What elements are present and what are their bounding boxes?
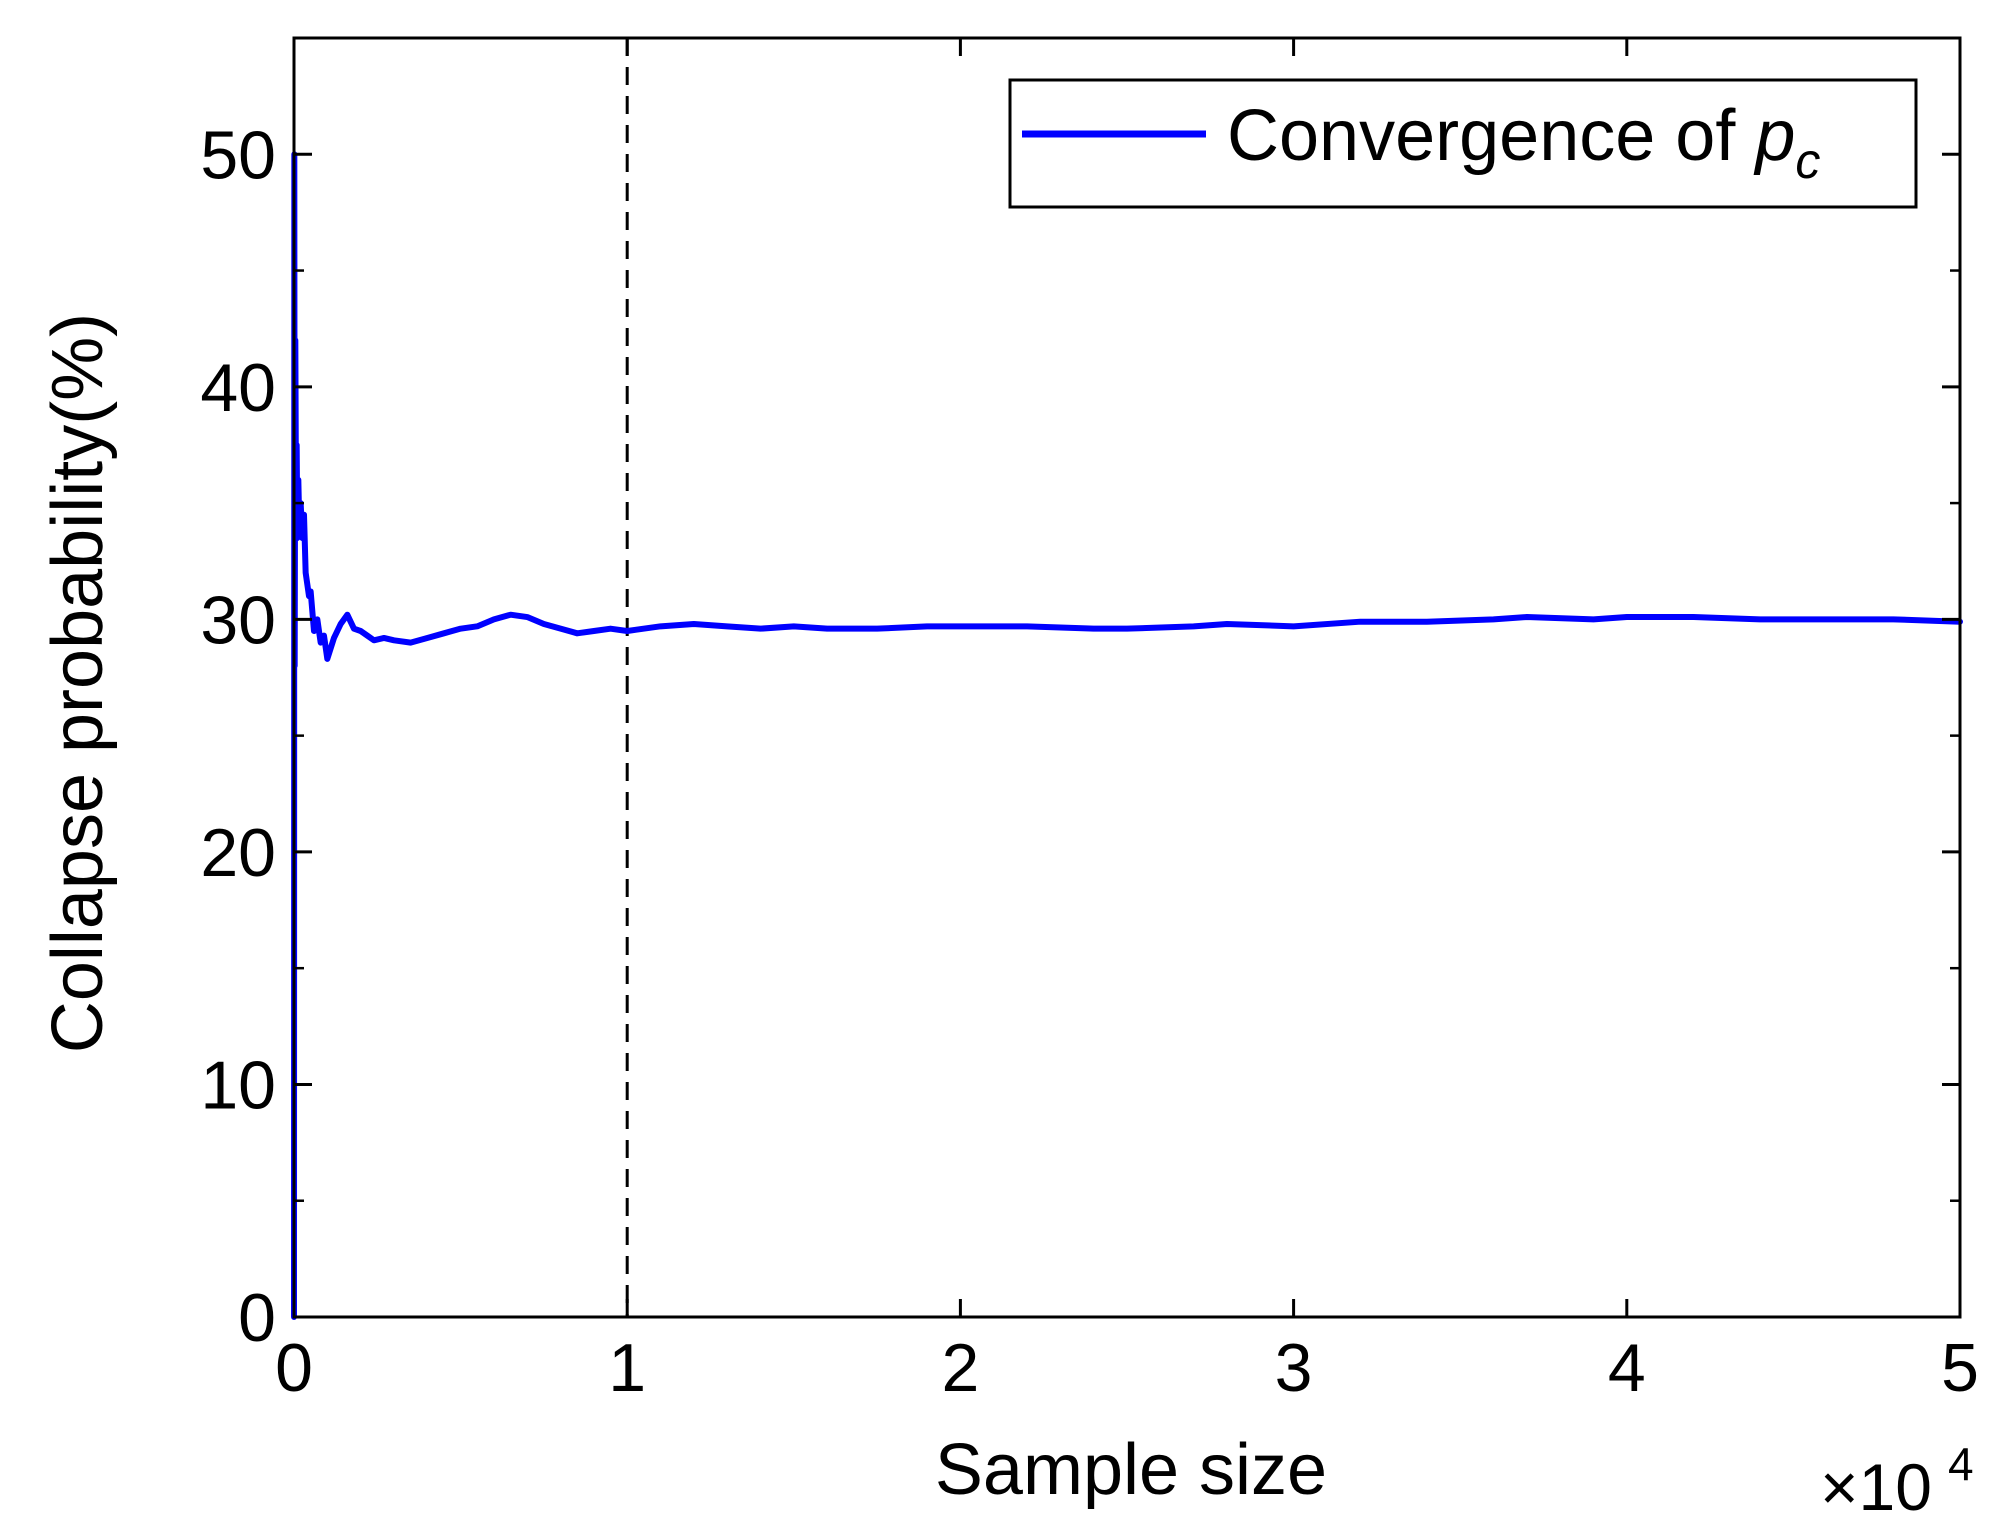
x-tick-label: 4: [1608, 1330, 1646, 1406]
x-multiplier-base: ×10: [1820, 1450, 1932, 1524]
x-tick-label: 2: [941, 1330, 979, 1406]
y-tick-label: 40: [200, 350, 276, 426]
legend-box: [1008, 78, 1918, 209]
series-line-0: [291, 151, 1963, 1320]
y-tick-label: 50: [200, 117, 276, 193]
plot-area: [294, 38, 1960, 1317]
plot-background: [294, 38, 1960, 1317]
legend-label-symbol: p: [1753, 96, 1795, 176]
x-axis-multiplier: ×10 4: [1820, 1438, 1974, 1524]
legend-label: Convergence of pc: [1227, 96, 1820, 189]
x-multiplier-exponent: 4: [1948, 1438, 1974, 1490]
series-group: [291, 151, 1963, 1320]
legend-label-subscript: c: [1795, 133, 1820, 189]
legend: Convergence of pc: [1008, 78, 1918, 209]
x-tick-label: 1: [608, 1330, 646, 1406]
y-tick-label: 10: [200, 1047, 276, 1123]
y-axis-title: Collapse probability(%): [38, 313, 118, 1053]
x-tick-label: 5: [1941, 1330, 1979, 1406]
x-tick-label: 3: [1275, 1330, 1313, 1406]
y-tick-label: 20: [200, 815, 276, 891]
legend-label-main: Convergence of: [1227, 96, 1755, 176]
x-axis-title: Sample size: [935, 1430, 1327, 1510]
y-tick-label: 30: [200, 582, 276, 658]
y-tick-label: 0: [238, 1280, 276, 1356]
plot-frame: [292, 36, 1962, 1319]
tick-group: [292, 38, 1962, 1319]
x-tick-label: 0: [275, 1330, 313, 1406]
